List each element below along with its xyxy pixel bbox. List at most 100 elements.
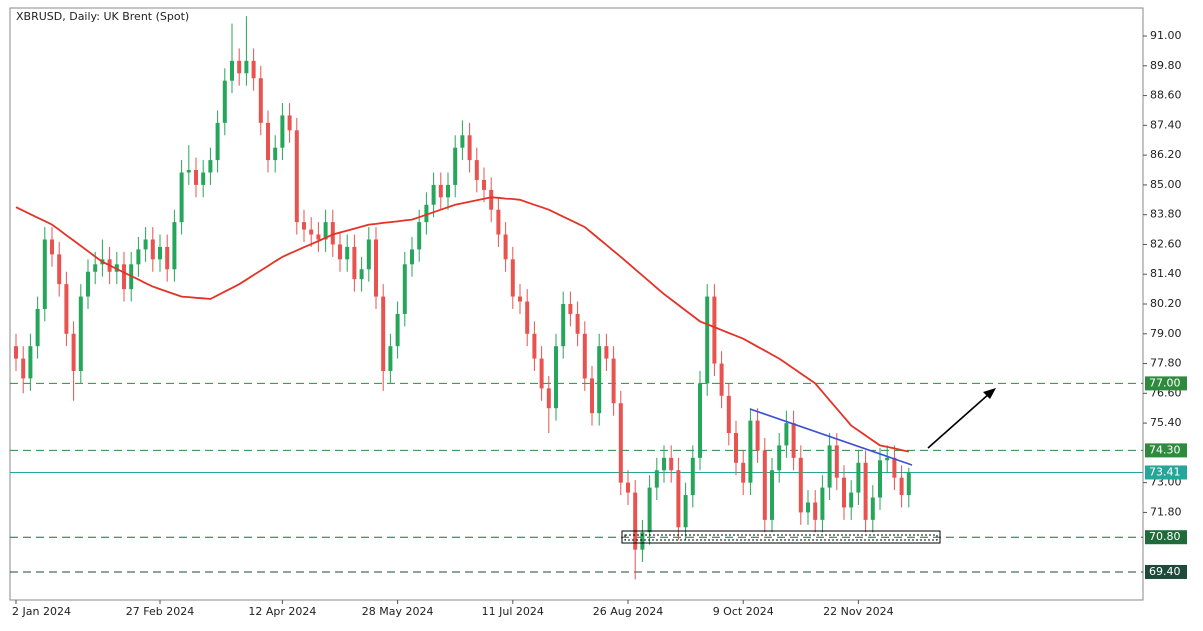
candle-body xyxy=(21,358,26,379)
candle-body xyxy=(705,296,710,384)
candle-body xyxy=(316,234,321,240)
candle-body xyxy=(179,172,184,223)
y-tick-label: 91.00 xyxy=(1150,29,1182,42)
candle-body xyxy=(374,239,378,297)
candle-body xyxy=(734,433,738,463)
y-tick-label: 71.80 xyxy=(1150,505,1182,518)
candle-body xyxy=(813,502,818,520)
candle-body xyxy=(496,209,501,235)
candle-body xyxy=(510,259,515,297)
candle-body xyxy=(50,239,54,255)
candle-body xyxy=(237,60,242,74)
chart-title: XBRUSD, Daily: UK Brent (Spot) xyxy=(16,10,189,23)
candle-body xyxy=(14,346,18,359)
candle-body xyxy=(669,457,674,471)
support-zone xyxy=(621,530,941,544)
candle-body xyxy=(518,296,522,302)
candle-body xyxy=(654,470,659,488)
arrow-line xyxy=(927,392,991,449)
candle-body xyxy=(222,80,227,123)
candle-body xyxy=(345,246,350,260)
x-tick-label: 11 Jul 2024 xyxy=(482,605,544,618)
candle-body xyxy=(870,497,875,520)
candle-body xyxy=(381,296,386,371)
candle-body xyxy=(611,358,616,404)
x-tick-label: 12 Apr 2024 xyxy=(248,605,316,618)
candle-body xyxy=(251,60,256,79)
candle-body xyxy=(770,470,774,520)
candle-body xyxy=(755,420,760,451)
candle-body xyxy=(42,239,47,309)
candle-body xyxy=(273,147,278,161)
candle-body xyxy=(791,423,796,458)
candle-body xyxy=(878,460,882,498)
y-tick-label: 77.80 xyxy=(1150,357,1182,370)
level-label: 74.30 xyxy=(1149,443,1181,456)
candle-body xyxy=(194,170,198,185)
plot-frame xyxy=(9,7,1144,601)
candle-body xyxy=(712,296,717,364)
candle-body xyxy=(453,147,458,185)
x-tick-label: 22 Nov 2024 xyxy=(823,605,893,618)
candle-body xyxy=(417,222,422,250)
y-tick-label: 80.20 xyxy=(1150,297,1182,310)
candle-body xyxy=(698,383,702,458)
level-label-box xyxy=(1145,443,1187,458)
candle-body xyxy=(460,135,465,148)
moving-average xyxy=(15,196,909,453)
candle-body xyxy=(302,222,306,230)
candle-body xyxy=(842,477,846,508)
candle-body xyxy=(158,246,162,260)
y-tick-label: 83.80 xyxy=(1150,208,1182,221)
candle-body xyxy=(86,271,90,297)
candle-body xyxy=(78,296,83,371)
candle-body xyxy=(122,264,126,290)
candle-body xyxy=(359,269,364,280)
candle-body xyxy=(366,239,371,270)
candle-body xyxy=(309,229,314,235)
candle-body xyxy=(827,445,832,488)
y-tick-label: 88.60 xyxy=(1150,89,1182,102)
candle-body xyxy=(64,284,69,334)
candle-body xyxy=(633,492,638,550)
candle-body xyxy=(258,78,263,123)
candle-body xyxy=(388,346,393,371)
candle-body xyxy=(57,254,62,285)
y-tick-label: 87.40 xyxy=(1150,118,1182,131)
candle-body xyxy=(201,172,206,185)
candle-body xyxy=(35,308,40,347)
level-label-box xyxy=(1145,564,1187,579)
candle-body xyxy=(662,457,666,471)
candle-body xyxy=(489,189,494,210)
level-label-box xyxy=(1145,530,1187,545)
trendline xyxy=(749,408,913,466)
candle-body xyxy=(647,487,652,533)
candle-body xyxy=(582,333,587,379)
candle-body xyxy=(863,462,868,520)
candle-body xyxy=(431,184,436,205)
candle-body xyxy=(690,457,695,496)
candle-body xyxy=(726,395,731,434)
candle-body xyxy=(287,115,292,131)
candle-body xyxy=(467,135,472,161)
candle-body xyxy=(230,60,234,81)
candle-body xyxy=(525,301,530,334)
candle-body xyxy=(474,160,479,180)
level-label: 77.00 xyxy=(1149,376,1181,389)
level-label: 69.40 xyxy=(1149,565,1181,578)
candle-body xyxy=(71,333,76,371)
candle-body xyxy=(330,222,335,245)
candle-body xyxy=(294,130,299,223)
candle-body xyxy=(806,502,810,513)
candle-body xyxy=(784,423,789,446)
candle-body xyxy=(280,115,285,148)
candle-body xyxy=(849,492,854,508)
candle-body xyxy=(410,249,414,265)
y-tick-label: 75.40 xyxy=(1150,416,1182,429)
candle-body xyxy=(323,222,328,240)
candle-body xyxy=(150,239,155,260)
candle-body xyxy=(438,184,443,198)
candle-body xyxy=(172,222,177,270)
x-tick-label: 26 Aug 2024 xyxy=(593,605,663,618)
